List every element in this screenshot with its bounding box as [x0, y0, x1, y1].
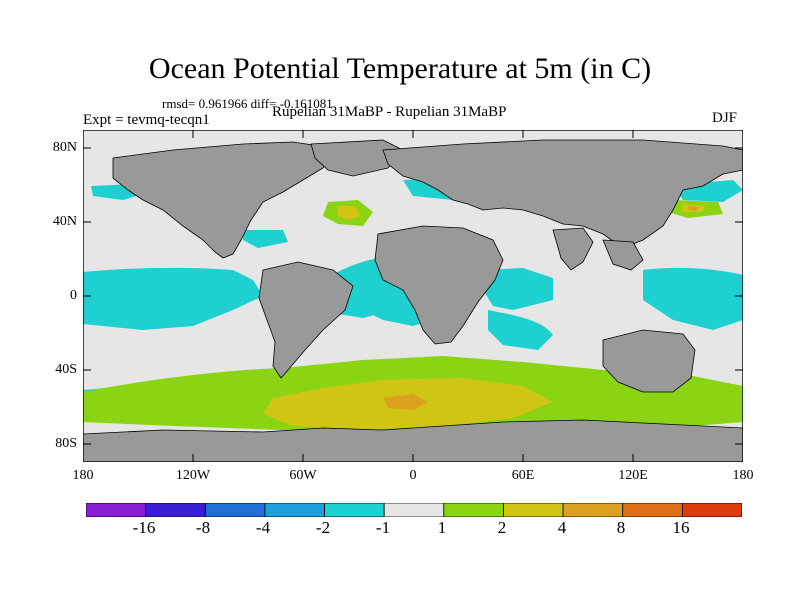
- experiment-names: Rupelian 31MaBP - Rupelian 31MaBP: [272, 104, 507, 120]
- lon-label-120e: 120E: [618, 468, 648, 483]
- lat-label-80s: 80S: [55, 436, 77, 451]
- temperature-map: [83, 130, 743, 462]
- colorbar-label: -4: [255, 518, 271, 537]
- axis-ticks: [83, 130, 743, 462]
- colorbar-box: [562, 503, 624, 517]
- lon-label-120w: 120W: [175, 468, 211, 483]
- cool-anomalies: [83, 178, 743, 412]
- colorbar-label: -8: [195, 518, 211, 537]
- colorbar-box: [264, 503, 325, 517]
- colorbar-label: -16: [132, 518, 156, 537]
- chart-title: Ocean Potential Temperature at 5m (in C): [148, 52, 652, 85]
- lon-label-60w: 60W: [289, 468, 317, 483]
- colorbar-box: [503, 503, 564, 517]
- colorbar-label: 2: [497, 518, 507, 537]
- colorbar-label: 16: [672, 518, 690, 537]
- colorbar-label: 1: [437, 518, 447, 537]
- colorbar-label: 4: [557, 518, 567, 537]
- lon-label-180w: 180: [72, 468, 94, 483]
- lat-label-40n: 40N: [52, 214, 77, 229]
- colorbar: [86, 503, 742, 517]
- colorbar-label: 8: [616, 518, 626, 537]
- colorbar-box: [383, 503, 445, 517]
- colorbar-box: [204, 503, 266, 517]
- colorbar-box: [681, 503, 742, 517]
- colorbar-box: [145, 503, 206, 517]
- colorbar-box: [86, 503, 147, 517]
- stats-line: rmsd= 0.961966 diff= -0.161081: [162, 96, 333, 111]
- colorbar-label: -2: [315, 518, 331, 537]
- colorbar-box: [622, 503, 683, 517]
- season-label: DJF: [712, 110, 738, 126]
- colorbar-label: -1: [375, 518, 391, 537]
- lat-label-0: 0: [70, 288, 77, 303]
- lat-label-40s: 40S: [55, 362, 77, 377]
- expt-label: Expt = tevmq-tecqn1: [83, 112, 210, 128]
- colorbar-box: [324, 503, 385, 517]
- warm-anomalies-orange: [383, 206, 698, 410]
- colorbar-box: [443, 503, 504, 517]
- land-masses: [83, 139, 743, 462]
- lon-label-60e: 60E: [511, 468, 535, 483]
- lon-label-0: 0: [409, 468, 417, 483]
- lon-label-180e: 180: [732, 468, 754, 483]
- lat-label-80n: 80N: [52, 140, 77, 155]
